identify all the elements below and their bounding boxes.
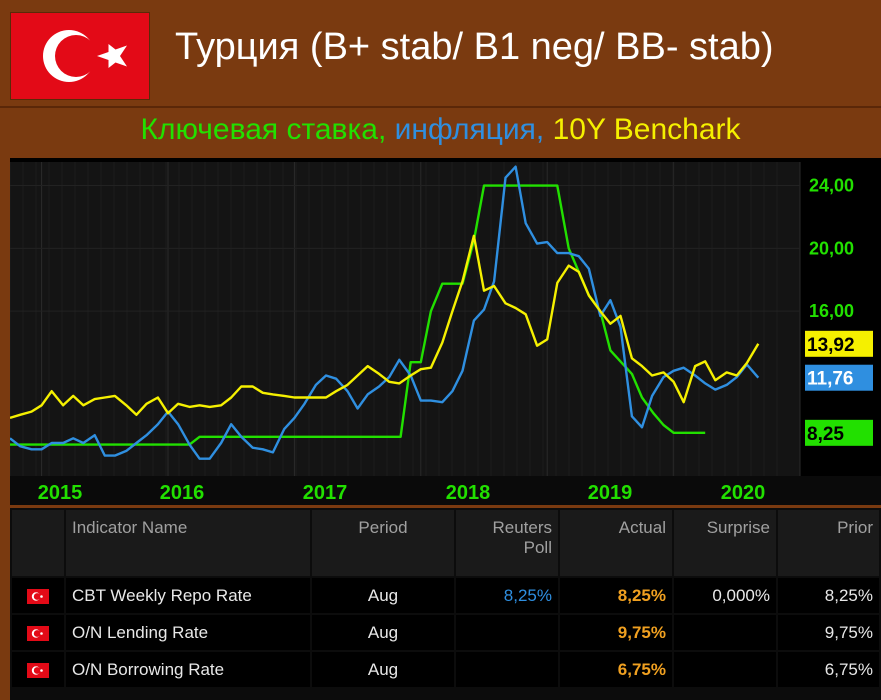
table-header-row: Indicator Name Period Reuters Poll Actua… bbox=[12, 510, 879, 576]
turkey-flag-icon bbox=[27, 625, 49, 641]
chart-svg: 24,00 20,00 16,00 13,92 11,76 8,25 2015 2016 201… bbox=[9, 162, 881, 505]
last-value-box bbox=[805, 364, 873, 391]
x-tick-label: 2016 bbox=[160, 482, 205, 504]
poll-cell: 8,25% bbox=[456, 578, 558, 613]
prior-cell: 8,25% bbox=[778, 578, 879, 613]
subtitle-inflation-label: инфляция, bbox=[386, 113, 545, 146]
plot-area bbox=[10, 162, 800, 476]
prior-cell: 6,75% bbox=[778, 652, 879, 687]
row-flag-cell bbox=[12, 615, 64, 650]
period-cell: Aug bbox=[312, 652, 454, 687]
row-flag-cell bbox=[12, 578, 64, 613]
prior-cell: 9,75% bbox=[778, 615, 879, 650]
page-title: Турция (B+ stab/ B1 neg/ BB- stab) bbox=[175, 26, 774, 68]
series-line-inflation bbox=[9, 165, 760, 460]
x-tick-label: 2020 bbox=[721, 482, 766, 504]
turkey-flag-icon bbox=[10, 12, 150, 100]
indicator-name: CBT Weekly Repo Rate bbox=[66, 578, 310, 613]
y-tick-label: 24,00 bbox=[809, 176, 854, 196]
poll-cell bbox=[456, 652, 558, 687]
surprise-cell bbox=[674, 652, 776, 687]
last-value-box bbox=[805, 419, 873, 446]
subtitle-rate-label: Ключевая ставка, bbox=[140, 113, 387, 146]
x-tick-label: 2015 bbox=[38, 482, 83, 504]
surprise-cell: 0,000% bbox=[674, 578, 776, 613]
y-tick-label: 16,00 bbox=[809, 301, 854, 321]
flag-column-header bbox=[12, 510, 64, 576]
column-header-period: Period bbox=[312, 510, 454, 576]
column-header-indicator: Indicator Name bbox=[66, 510, 310, 576]
last-value-label: 13,92 bbox=[807, 335, 855, 356]
y-tick-label: 20,00 bbox=[809, 238, 854, 258]
turkey-flag-icon bbox=[27, 662, 49, 678]
header-bar: Турция (B+ stab/ B1 neg/ BB- stab) bbox=[0, 0, 881, 102]
last-value-label: 8,25 bbox=[807, 424, 844, 445]
line-chart: 24,00 20,00 16,00 13,92 11,76 8,25 2015 2016 201… bbox=[9, 158, 881, 505]
chart-subtitle: Ключевая ставка, инфляция, 10Y Benchark bbox=[0, 113, 881, 147]
actual-cell: 8,25% bbox=[560, 578, 672, 613]
surprise-cell bbox=[674, 615, 776, 650]
column-header-prior: Prior bbox=[778, 510, 879, 576]
actual-cell: 6,75% bbox=[560, 652, 672, 687]
indicator-name: O/N Lending Rate bbox=[66, 615, 310, 650]
actual-cell: 9,75% bbox=[560, 615, 672, 650]
subtitle-bar bbox=[0, 106, 881, 158]
table-row[interactable]: O/N Lending Rate Aug 9,75% 9,75% bbox=[12, 615, 879, 650]
indicator-table: Indicator Name Period Reuters Poll Actua… bbox=[10, 508, 881, 700]
last-value-box bbox=[805, 330, 873, 357]
table-row[interactable]: O/N Borrowing Rate Aug 6,75% 6,75% bbox=[12, 652, 879, 687]
poll-cell bbox=[456, 615, 558, 650]
subtitle-bond-label: 10Y Benchark bbox=[544, 113, 741, 146]
x-tick-label: 2019 bbox=[588, 482, 633, 504]
indicator-name: O/N Borrowing Rate bbox=[66, 652, 310, 687]
period-cell: Aug bbox=[312, 615, 454, 650]
x-axis-strip bbox=[10, 476, 881, 505]
column-header-surprise: Surprise bbox=[674, 510, 776, 576]
table-row[interactable]: CBT Weekly Repo Rate Aug 8,25% 8,25% 0,0… bbox=[12, 578, 879, 613]
last-value-label: 11,76 bbox=[807, 369, 854, 390]
column-header-actual: Actual bbox=[560, 510, 672, 576]
row-flag-cell bbox=[12, 652, 64, 687]
x-tick-label: 2017 bbox=[303, 482, 348, 504]
column-header-poll: Reuters Poll bbox=[456, 510, 558, 576]
x-tick-label: 2018 bbox=[446, 482, 491, 504]
turkey-flag-icon bbox=[27, 588, 49, 604]
series-line-bond bbox=[9, 234, 760, 420]
period-cell: Aug bbox=[312, 578, 454, 613]
